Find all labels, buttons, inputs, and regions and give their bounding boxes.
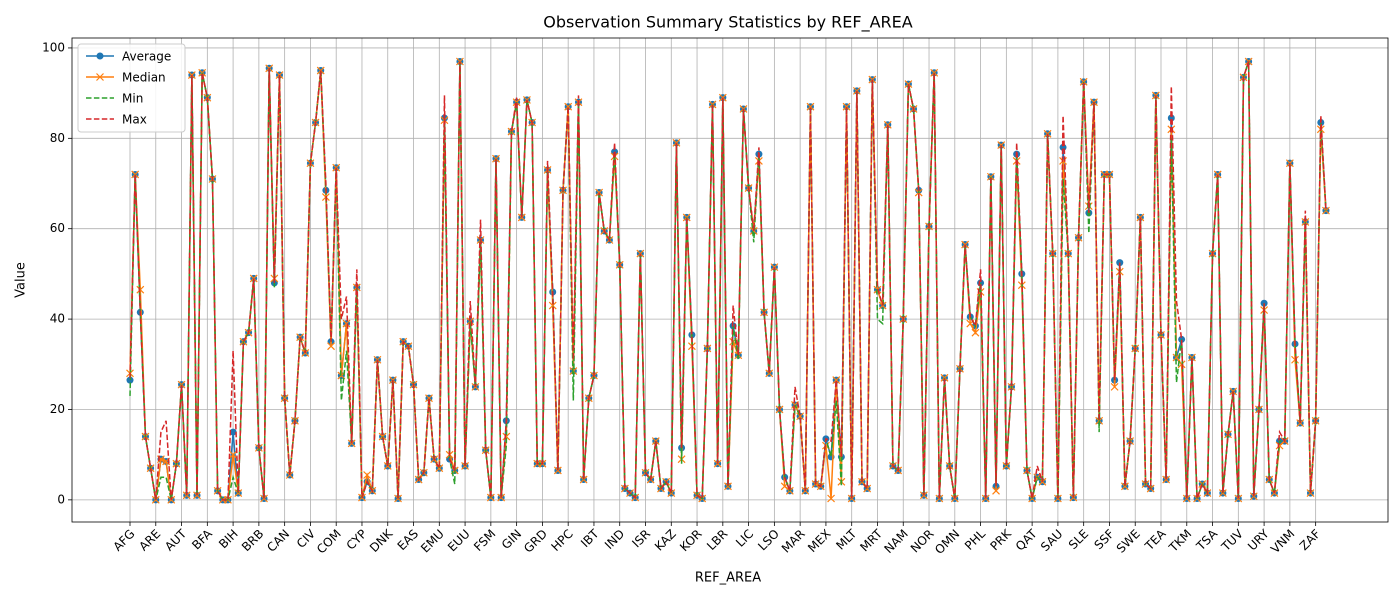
marker xyxy=(564,102,573,111)
marker xyxy=(229,428,237,436)
legend-label: Max xyxy=(122,113,147,127)
y-tick-label: 80 xyxy=(50,131,65,145)
legend-marker xyxy=(96,52,104,60)
marker xyxy=(971,328,980,337)
marker xyxy=(1172,353,1181,362)
marker xyxy=(425,394,433,403)
legend: Average Median Min Max xyxy=(77,43,186,133)
y-tick-label: 60 xyxy=(50,221,65,235)
marker xyxy=(806,102,815,111)
marker xyxy=(363,471,372,479)
marker xyxy=(842,102,851,111)
marker xyxy=(827,494,836,503)
y-tick-label: 0 xyxy=(57,492,65,506)
chart-title: Observation Summary Statistics by REF_AR… xyxy=(543,13,912,33)
y-axis-label: Value xyxy=(14,262,29,298)
y-tick-label: 40 xyxy=(50,312,65,326)
marker xyxy=(1167,114,1175,122)
legend-label: Median xyxy=(122,71,166,85)
marker xyxy=(992,486,1000,495)
y-tick-label: 20 xyxy=(50,402,65,416)
series xyxy=(129,61,1327,501)
legend-label: Min xyxy=(122,92,143,106)
marker xyxy=(229,450,238,459)
x-axis-label: REF_AREA xyxy=(695,571,761,586)
marker xyxy=(553,466,562,475)
marker xyxy=(466,317,475,326)
marker xyxy=(1120,482,1129,491)
marker xyxy=(342,319,351,328)
marker xyxy=(796,412,805,421)
marker xyxy=(1291,355,1299,364)
marker xyxy=(327,342,335,351)
line xyxy=(129,61,1327,501)
marker xyxy=(280,394,289,403)
marker xyxy=(502,432,511,441)
legend-box xyxy=(77,43,186,133)
legend-label: Average xyxy=(122,50,171,64)
marker xyxy=(1110,382,1119,391)
plot-frame xyxy=(71,37,1389,523)
marker xyxy=(435,464,444,473)
y-tick-label: 100 xyxy=(42,40,65,54)
marker xyxy=(548,301,557,310)
marker xyxy=(832,376,841,385)
marker xyxy=(1322,206,1330,215)
legend-marker xyxy=(96,73,104,81)
marker xyxy=(136,285,145,294)
